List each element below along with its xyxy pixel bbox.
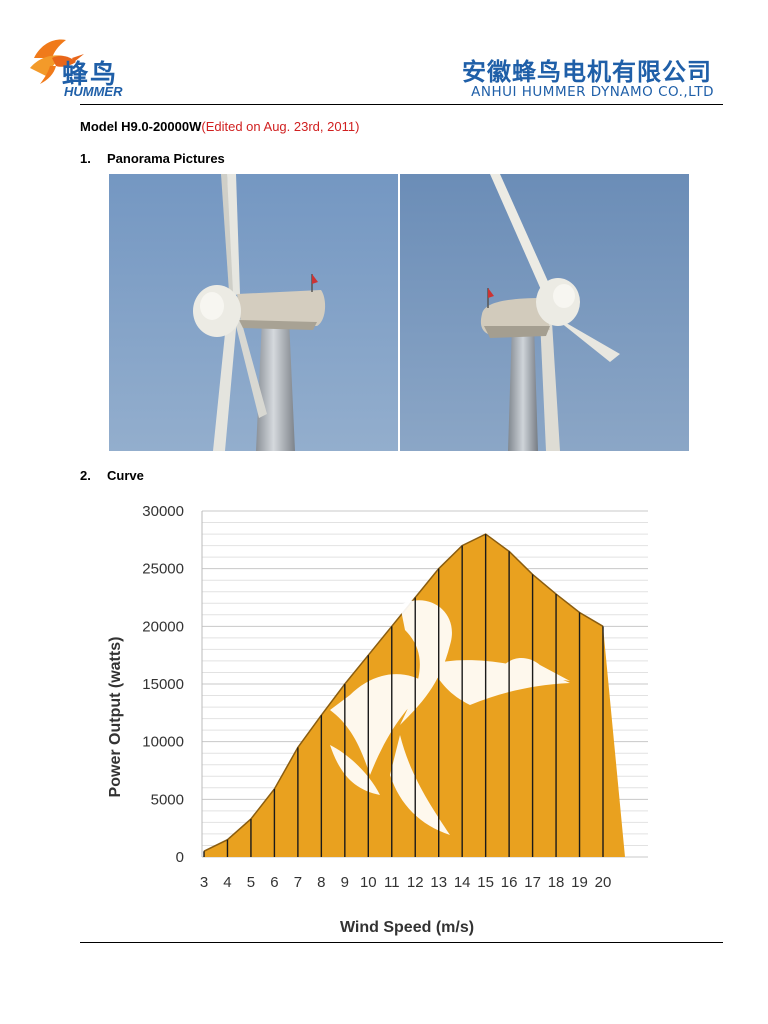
logo-english-text: HUMMER xyxy=(64,84,123,99)
section-title: Panorama Pictures xyxy=(107,151,225,166)
y-tick-label: 0 xyxy=(176,849,184,866)
x-tick-label: 17 xyxy=(524,874,541,891)
y-tick-label: 10000 xyxy=(142,734,184,751)
x-tick-label: 20 xyxy=(595,874,612,891)
power-curve-svg: 0 5000 10000 15000 20000 25000 30000 3 4 5 6 7 8 9 10… xyxy=(107,503,648,936)
x-tick-label: 4 xyxy=(223,874,231,891)
turbine-photo-front xyxy=(109,174,398,451)
section-number: 1. xyxy=(80,151,91,166)
x-tick-label: 3 xyxy=(200,874,208,891)
hummingbird-logo-icon xyxy=(30,39,84,84)
x-tick-label: 11 xyxy=(384,874,400,891)
y-tick-label: 15000 xyxy=(142,676,184,693)
x-tick-label: 12 xyxy=(407,874,424,891)
company-logo xyxy=(26,32,166,102)
company-name-chinese: 安徽蜂鸟电机有限公司 xyxy=(462,57,712,86)
x-tick-label: 5 xyxy=(247,874,255,891)
power-curve-chart: 0 5000 10000 15000 20000 25000 30000 3 4 5 6 7 8 9 10… xyxy=(100,495,660,945)
model-label: Model H9.0-20000W xyxy=(80,119,202,134)
company-name-english: ANHUI HUMMER DYNAMO CO.,LTD xyxy=(471,84,714,100)
y-tick-label: 25000 xyxy=(142,561,184,578)
turbine-photo-rear xyxy=(400,174,689,451)
x-tick-label: 13 xyxy=(430,874,447,891)
section-number: 2. xyxy=(80,468,91,483)
y-tick-label: 30000 xyxy=(142,503,184,520)
logo-chinese-text: 蜂鸟 xyxy=(62,60,119,90)
x-tick-label: 18 xyxy=(548,874,565,891)
header-divider xyxy=(80,104,723,105)
edited-date: (Edited on Aug. 23rd, 2011) xyxy=(201,119,360,134)
x-tick-label: 10 xyxy=(360,874,377,891)
hummingbird-watermark-icon xyxy=(330,600,570,835)
x-tick-label: 15 xyxy=(477,874,494,891)
y-tick-label: 5000 xyxy=(151,791,184,808)
x-tick-label: 16 xyxy=(501,874,518,891)
x-tick-label: 14 xyxy=(454,874,471,891)
x-tick-label: 19 xyxy=(571,874,588,891)
section-panorama-heading: 1. Panorama Pictures xyxy=(80,151,225,166)
footer-divider xyxy=(80,942,723,943)
y-axis-label: Power Output (watts) xyxy=(107,637,124,798)
x-axis-label: Wind Speed (m/s) xyxy=(340,919,474,936)
x-tick-label: 7 xyxy=(294,874,302,891)
section-curve-heading: 2. Curve xyxy=(80,468,144,483)
model-title: Model H9.0-20000W(Edited on Aug. 23rd, 2… xyxy=(80,119,359,134)
y-tick-label: 20000 xyxy=(142,618,184,635)
x-tick-label: 8 xyxy=(317,874,325,891)
section-title: Curve xyxy=(107,468,144,483)
x-tick-label: 6 xyxy=(270,874,278,891)
x-tick-label: 9 xyxy=(341,874,349,891)
